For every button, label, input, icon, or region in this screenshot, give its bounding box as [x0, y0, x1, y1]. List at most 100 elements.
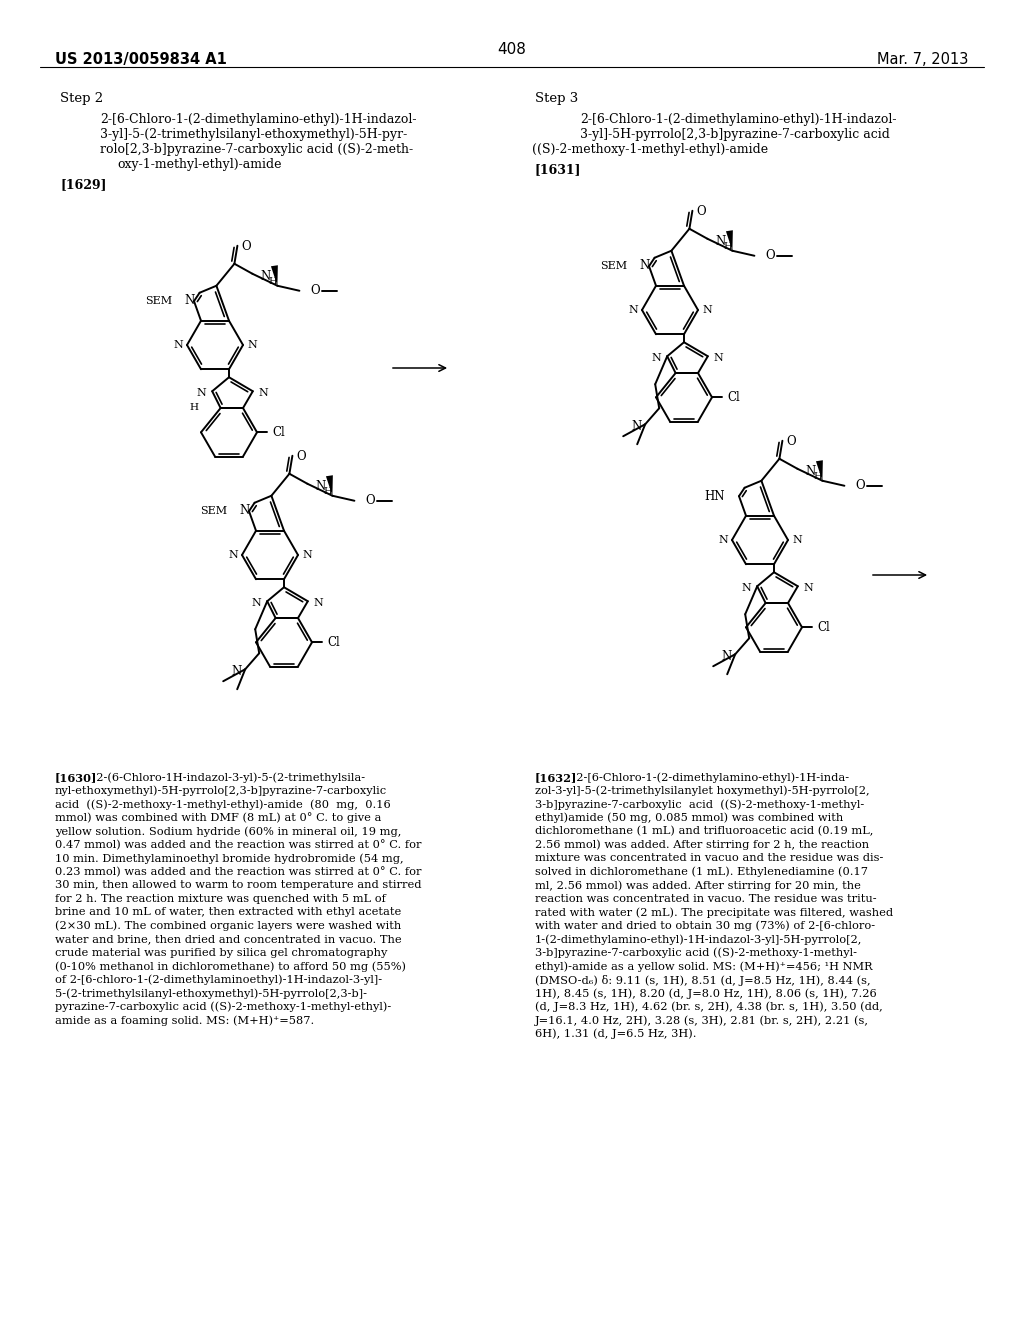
- Text: O: O: [786, 436, 796, 449]
- Text: N: N: [252, 598, 261, 609]
- Text: 1H), 8.45 (s, 1H), 8.20 (d, J=8.0 Hz, 1H), 8.06 (s, 1H), 7.26: 1H), 8.45 (s, 1H), 8.20 (d, J=8.0 Hz, 1H…: [535, 987, 877, 998]
- Text: N: N: [640, 259, 650, 272]
- Text: acid  ((S)-2-methoxy-1-methyl-ethyl)-amide  (80  mg,  0.16: acid ((S)-2-methoxy-1-methyl-ethyl)-amid…: [55, 799, 391, 809]
- Text: Cl: Cl: [327, 636, 340, 649]
- Text: 2-[6-Chloro-1-(2-dimethylamino-ethyl)-1H-inda-: 2-[6-Chloro-1-(2-dimethylamino-ethyl)-1H…: [569, 772, 849, 783]
- Text: (d, J=8.3 Hz, 1H), 4.62 (br. s, 2H), 4.38 (br. s, 1H), 3.50 (dd,: (d, J=8.3 Hz, 1H), 4.62 (br. s, 2H), 4.3…: [535, 1002, 883, 1012]
- Text: N: N: [702, 305, 712, 315]
- Text: of 2-[6-chloro-1-(2-dimethylaminoethyl)-1H-indazol-3-yl]-: of 2-[6-chloro-1-(2-dimethylaminoethyl)-…: [55, 974, 382, 985]
- Text: ((S)-2-methoxy-1-methyl-ethyl)-amide: ((S)-2-methoxy-1-methyl-ethyl)-amide: [531, 143, 768, 156]
- Text: nyl-ethoxymethyl)-5H-pyrrolo[2,3-b]pyrazine-7-carboxylic: nyl-ethoxymethyl)-5H-pyrrolo[2,3-b]pyraz…: [55, 785, 387, 796]
- Text: N: N: [315, 480, 326, 494]
- Text: N: N: [714, 354, 724, 363]
- Text: O: O: [766, 249, 775, 263]
- Text: 3-b]pyrazine-7-carboxylic  acid  ((S)-2-methoxy-1-methyl-: 3-b]pyrazine-7-carboxylic acid ((S)-2-me…: [535, 799, 864, 809]
- Text: N: N: [793, 535, 802, 545]
- Text: brine and 10 mL of water, then extracted with ethyl acetate: brine and 10 mL of water, then extracted…: [55, 907, 401, 917]
- Text: Cl: Cl: [817, 620, 829, 634]
- Text: [1631]: [1631]: [535, 162, 582, 176]
- Text: amide as a foaming solid. MS: (M+H)⁺=587.: amide as a foaming solid. MS: (M+H)⁺=587…: [55, 1015, 314, 1026]
- Text: SEM: SEM: [144, 296, 172, 306]
- Text: N: N: [240, 504, 250, 516]
- Text: N: N: [313, 598, 324, 609]
- Text: 0.47 mmol) was added and the reaction was stirred at 0° C. for: 0.47 mmol) was added and the reaction wa…: [55, 840, 422, 850]
- Text: Step 2: Step 2: [60, 92, 103, 106]
- Text: (0-10% methanol in dichloromethane) to afford 50 mg (55%): (0-10% methanol in dichloromethane) to a…: [55, 961, 406, 972]
- Text: Cl: Cl: [727, 391, 739, 404]
- Text: solved in dichloromethane (1 mL). Ethylenediamine (0.17: solved in dichloromethane (1 mL). Ethyle…: [535, 866, 868, 876]
- Text: Cl: Cl: [272, 426, 285, 438]
- Text: 30 min, then allowed to warm to room temperature and stirred: 30 min, then allowed to warm to room tem…: [55, 880, 422, 890]
- Text: oxy-1-methyl-ethyl)-amide: oxy-1-methyl-ethyl)-amide: [118, 158, 283, 172]
- Text: N: N: [231, 665, 242, 677]
- Text: water and brine, then dried and concentrated in vacuo. The: water and brine, then dried and concentr…: [55, 935, 401, 944]
- Text: (DMSO-d₆) δ: 9.11 (s, 1H), 8.51 (d, J=8.5 Hz, 1H), 8.44 (s,: (DMSO-d₆) δ: 9.11 (s, 1H), 8.51 (d, J=8.…: [535, 974, 870, 986]
- Text: 3-yl]-5-(2-trimethylsilanyl-ethoxymethyl)-5H-pyr-: 3-yl]-5-(2-trimethylsilanyl-ethoxymethyl…: [100, 128, 408, 141]
- Text: crude material was purified by silica gel chromatography: crude material was purified by silica ge…: [55, 948, 387, 957]
- Text: O: O: [366, 494, 375, 507]
- Polygon shape: [726, 230, 733, 251]
- Text: Mar. 7, 2013: Mar. 7, 2013: [877, 51, 968, 67]
- Text: N: N: [651, 354, 662, 363]
- Text: O: O: [296, 450, 306, 463]
- Text: N: N: [741, 583, 752, 593]
- Text: O: O: [696, 205, 706, 218]
- Text: 5-(2-trimethylsilanyl-ethoxymethyl)-5H-pyrrolo[2,3-b]-: 5-(2-trimethylsilanyl-ethoxymethyl)-5H-p…: [55, 987, 367, 998]
- Text: dichloromethane (1 mL) and trifluoroacetic acid (0.19 mL,: dichloromethane (1 mL) and trifluoroacet…: [535, 826, 873, 837]
- Text: pyrazine-7-carboxylic acid ((S)-2-methoxy-1-methyl-ethyl)-: pyrazine-7-carboxylic acid ((S)-2-methox…: [55, 1002, 391, 1012]
- Text: 1-(2-dimethylamino-ethyl)-1H-indazol-3-yl]-5H-pyrrolo[2,: 1-(2-dimethylamino-ethyl)-1H-indazol-3-y…: [535, 935, 862, 945]
- Text: 2-(6-Chloro-1H-indazol-3-yl)-5-(2-trimethylsila-: 2-(6-Chloro-1H-indazol-3-yl)-5-(2-trimet…: [89, 772, 366, 783]
- Text: 6H), 1.31 (d, J=6.5 Hz, 3H).: 6H), 1.31 (d, J=6.5 Hz, 3H).: [535, 1028, 696, 1039]
- Text: N: N: [259, 388, 268, 399]
- Text: H: H: [723, 243, 732, 251]
- Text: N: N: [628, 305, 638, 315]
- Text: 3-yl]-5H-pyrrolo[2,3-b]pyrazine-7-carboxylic acid: 3-yl]-5H-pyrrolo[2,3-b]pyrazine-7-carbox…: [580, 128, 890, 141]
- Text: 10 min. Dimethylaminoethyl bromide hydrobromide (54 mg,: 10 min. Dimethylaminoethyl bromide hydro…: [55, 853, 403, 863]
- Text: SEM: SEM: [600, 261, 627, 271]
- Polygon shape: [271, 265, 278, 285]
- Text: yellow solution. Sodium hydride (60% in mineral oil, 19 mg,: yellow solution. Sodium hydride (60% in …: [55, 826, 401, 837]
- Text: [1629]: [1629]: [60, 178, 106, 191]
- Text: Step 3: Step 3: [535, 92, 579, 106]
- Text: ethyl)amide (50 mg, 0.085 mmol) was combined with: ethyl)amide (50 mg, 0.085 mmol) was comb…: [535, 813, 843, 824]
- Text: 0.23 mmol) was added and the reaction was stirred at 0° C. for: 0.23 mmol) was added and the reaction wa…: [55, 866, 422, 876]
- Text: O: O: [856, 479, 865, 492]
- Text: N: N: [804, 583, 813, 593]
- Text: N: N: [806, 465, 816, 478]
- Text: H: H: [189, 403, 199, 412]
- Text: rolo[2,3-b]pyrazine-7-carboxylic acid ((S)-2-meth-: rolo[2,3-b]pyrazine-7-carboxylic acid ((…: [100, 143, 413, 156]
- Text: J=16.1, 4.0 Hz, 2H), 3.28 (s, 3H), 2.81 (br. s, 2H), 2.21 (s,: J=16.1, 4.0 Hz, 2H), 3.28 (s, 3H), 2.81 …: [535, 1015, 869, 1026]
- Text: for 2 h. The reaction mixture was quenched with 5 mL of: for 2 h. The reaction mixture was quench…: [55, 894, 386, 903]
- Text: H: H: [268, 277, 278, 286]
- Text: rated with water (2 mL). The precipitate was filtered, washed: rated with water (2 mL). The precipitate…: [535, 907, 893, 917]
- Text: 408: 408: [498, 42, 526, 57]
- Text: US 2013/0059834 A1: US 2013/0059834 A1: [55, 51, 227, 67]
- Text: ml, 2.56 mmol) was added. After stirring for 20 min, the: ml, 2.56 mmol) was added. After stirring…: [535, 880, 861, 891]
- Text: HN: HN: [705, 490, 725, 503]
- Text: H: H: [324, 487, 332, 496]
- Text: (2×30 mL). The combined organic layers were washed with: (2×30 mL). The combined organic layers w…: [55, 920, 401, 931]
- Text: 2-[6-Chloro-1-(2-dimethylamino-ethyl)-1H-indazol-: 2-[6-Chloro-1-(2-dimethylamino-ethyl)-1H…: [580, 114, 896, 125]
- Polygon shape: [326, 475, 333, 496]
- Text: O: O: [310, 284, 321, 297]
- Text: N: N: [185, 293, 196, 306]
- Text: zol-3-yl]-5-(2-trimethylsilanylet hoxymethyl)-5H-pyrrolo[2,: zol-3-yl]-5-(2-trimethylsilanylet hoxyme…: [535, 785, 869, 796]
- Polygon shape: [816, 461, 823, 480]
- Text: [1630]: [1630]: [55, 772, 97, 783]
- Text: mixture was concentrated in vacuo and the residue was dis-: mixture was concentrated in vacuo and th…: [535, 853, 884, 863]
- Text: mmol) was combined with DMF (8 mL) at 0° C. to give a: mmol) was combined with DMF (8 mL) at 0°…: [55, 813, 381, 824]
- Text: reaction was concentrated in vacuo. The residue was tritu-: reaction was concentrated in vacuo. The …: [535, 894, 877, 903]
- Text: N: N: [260, 271, 270, 284]
- Text: with water and dried to obtain 30 mg (73%) of 2-[6-chloro-: with water and dried to obtain 30 mg (73…: [535, 920, 876, 931]
- Text: N: N: [247, 341, 257, 350]
- Text: [1632]: [1632]: [535, 772, 578, 783]
- Text: N: N: [716, 235, 726, 248]
- Text: N: N: [228, 550, 238, 560]
- Text: N: N: [718, 535, 728, 545]
- Text: 2-[6-Chloro-1-(2-dimethylamino-ethyl)-1H-indazol-: 2-[6-Chloro-1-(2-dimethylamino-ethyl)-1H…: [100, 114, 417, 125]
- Text: N: N: [173, 341, 183, 350]
- Text: ethyl)-amide as a yellow solid. MS: (M+H)⁺=456; ¹H NMR: ethyl)-amide as a yellow solid. MS: (M+H…: [535, 961, 872, 972]
- Text: N: N: [631, 420, 641, 433]
- Text: SEM: SEM: [200, 506, 227, 516]
- Text: N: N: [197, 388, 206, 399]
